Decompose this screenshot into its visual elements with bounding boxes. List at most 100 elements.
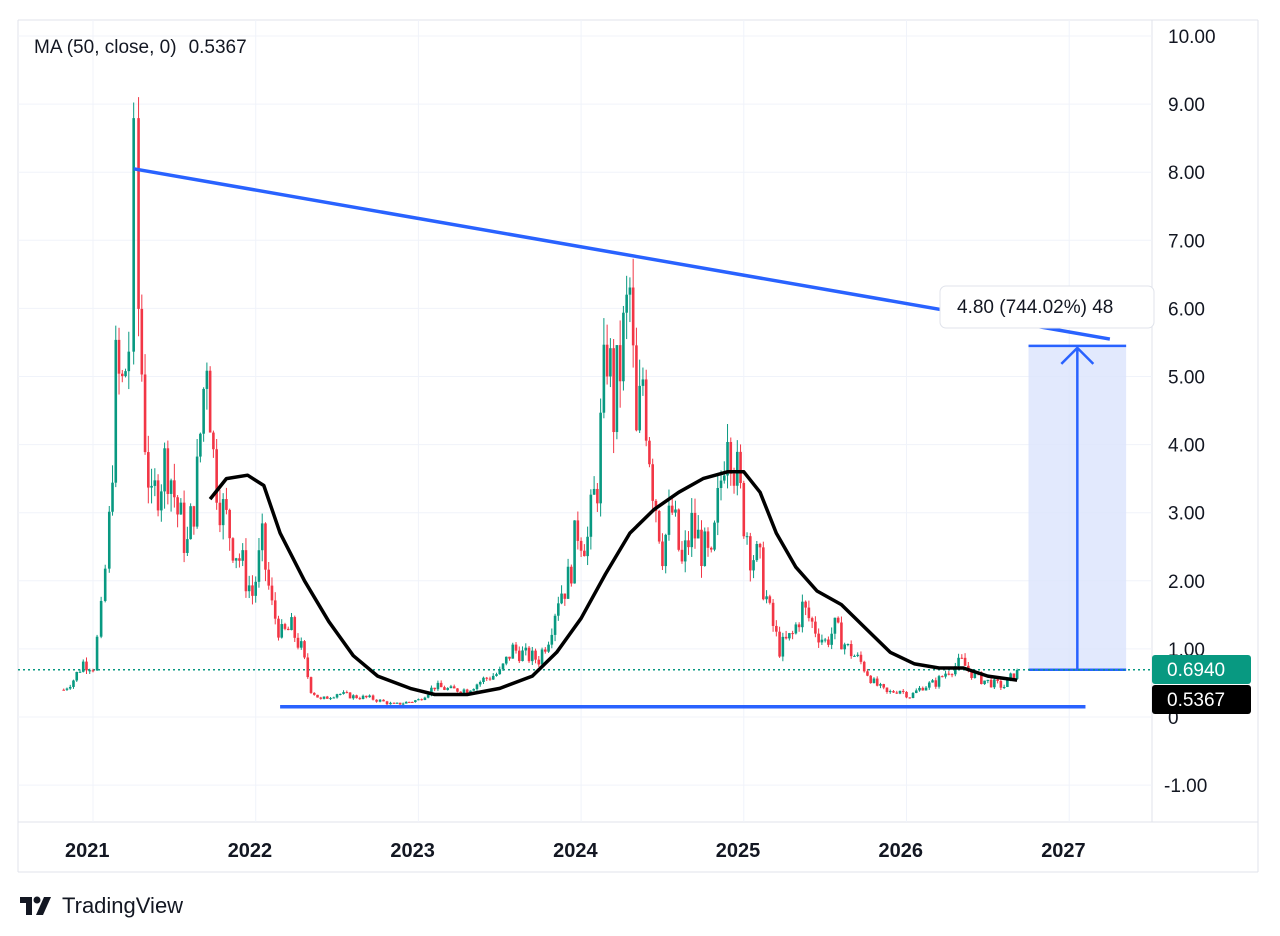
candle-body xyxy=(735,451,739,486)
candle-body xyxy=(820,639,824,643)
candle-body xyxy=(75,671,79,681)
ma-legend[interactable]: MA (50, close, 0) 0.5367 xyxy=(34,37,247,58)
candle-body xyxy=(111,482,114,512)
price-axis-label: 7.00 xyxy=(1168,231,1205,252)
candle-body xyxy=(498,669,502,675)
candle-body xyxy=(765,596,768,600)
candle-body xyxy=(140,308,144,375)
candle-body xyxy=(599,412,602,504)
candle-body xyxy=(810,618,814,622)
candle-body xyxy=(296,637,300,648)
candle-body xyxy=(345,692,349,694)
candle-body xyxy=(352,695,355,699)
candle-body xyxy=(641,379,645,386)
candle-body xyxy=(664,534,668,567)
ma-price-tag-box xyxy=(1152,685,1251,714)
candle-body xyxy=(173,480,176,498)
candle-body xyxy=(241,550,244,561)
last-price-tag-text: 0.6940 xyxy=(1167,660,1225,681)
candle-body xyxy=(443,687,446,690)
candle-body xyxy=(251,585,254,596)
candle-body xyxy=(309,677,313,693)
candle-body xyxy=(670,505,674,513)
candle-body xyxy=(117,339,121,374)
price-axis-label: 10.00 xyxy=(1168,27,1216,48)
candle-body xyxy=(62,689,66,691)
candle-body xyxy=(247,585,251,592)
candle-body xyxy=(875,678,879,686)
measure-arrowhead-icon xyxy=(1060,346,1095,365)
candle-body xyxy=(872,678,876,684)
candle-body xyxy=(299,641,303,648)
candle-body xyxy=(68,686,72,689)
candle-body xyxy=(700,529,703,567)
candle-body xyxy=(189,506,192,540)
candle-body xyxy=(312,692,316,695)
candle-body xyxy=(667,505,671,535)
candle-body xyxy=(462,689,466,694)
candle-body xyxy=(869,675,873,684)
candle-body xyxy=(866,671,869,676)
candle-body xyxy=(544,649,547,652)
candle-body xyxy=(504,656,508,664)
candle-body xyxy=(221,499,225,526)
candle-body xyxy=(775,625,778,632)
candle-body xyxy=(570,566,573,584)
candle-body xyxy=(280,624,284,638)
candle-body xyxy=(651,464,654,501)
candle-body xyxy=(762,547,765,600)
candle-body xyxy=(459,691,463,694)
price-axis-label: 9.00 xyxy=(1168,95,1205,116)
candle-body xyxy=(827,639,830,645)
candle-body xyxy=(511,644,515,659)
time-axis-label: 2023 xyxy=(390,840,435,862)
candle-body xyxy=(618,345,622,382)
measure-label-box xyxy=(939,285,1155,329)
candle-body xyxy=(382,699,385,702)
candle-body xyxy=(563,593,567,599)
moving-average-line[interactable] xyxy=(208,470,1018,697)
candle-body xyxy=(395,702,399,704)
candle-body xyxy=(439,682,443,688)
candle-body xyxy=(657,511,661,542)
candle-body xyxy=(557,603,560,616)
candle-body xyxy=(1009,673,1012,679)
candle-body xyxy=(293,617,297,638)
candle-body xyxy=(95,636,99,671)
candle-body xyxy=(628,287,632,295)
time-axis[interactable]: 2021 2022 2023 2024 2025 2026 2027 xyxy=(65,840,1086,862)
candle-body xyxy=(680,549,684,562)
candle-body xyxy=(342,692,345,694)
candle-body xyxy=(231,538,235,561)
measure-label-text: 4.80 (744.02%) 48 xyxy=(957,297,1113,318)
candle-body xyxy=(550,634,554,645)
candle-body xyxy=(120,373,124,377)
tradingview-logo-icon xyxy=(20,896,51,915)
candle-body xyxy=(768,596,772,603)
candle-body xyxy=(420,699,423,701)
candle-body xyxy=(882,684,886,688)
time-axis-label: 2027 xyxy=(1041,840,1086,862)
candle-body xyxy=(758,543,762,548)
candle-body xyxy=(622,312,625,382)
candle-body xyxy=(729,441,733,474)
candle-body xyxy=(264,523,267,570)
candle-body xyxy=(856,654,859,656)
tradingview-brand[interactable]: TradingView xyxy=(18,890,183,922)
candle-body xyxy=(127,351,131,372)
candle-body xyxy=(940,676,944,678)
candle-body xyxy=(475,684,479,690)
time-axis-label: 2024 xyxy=(553,840,598,862)
candle-body xyxy=(918,687,921,691)
candle-body xyxy=(205,370,209,389)
time-axis-label: 2026 xyxy=(879,840,924,862)
candle-body xyxy=(124,371,127,377)
candle-body xyxy=(176,497,179,515)
candle-body xyxy=(426,694,430,698)
candle-body xyxy=(355,695,358,699)
candle-body xyxy=(996,679,999,681)
candle-body xyxy=(612,348,615,433)
candle-body xyxy=(713,522,716,550)
candle-body xyxy=(784,636,788,639)
